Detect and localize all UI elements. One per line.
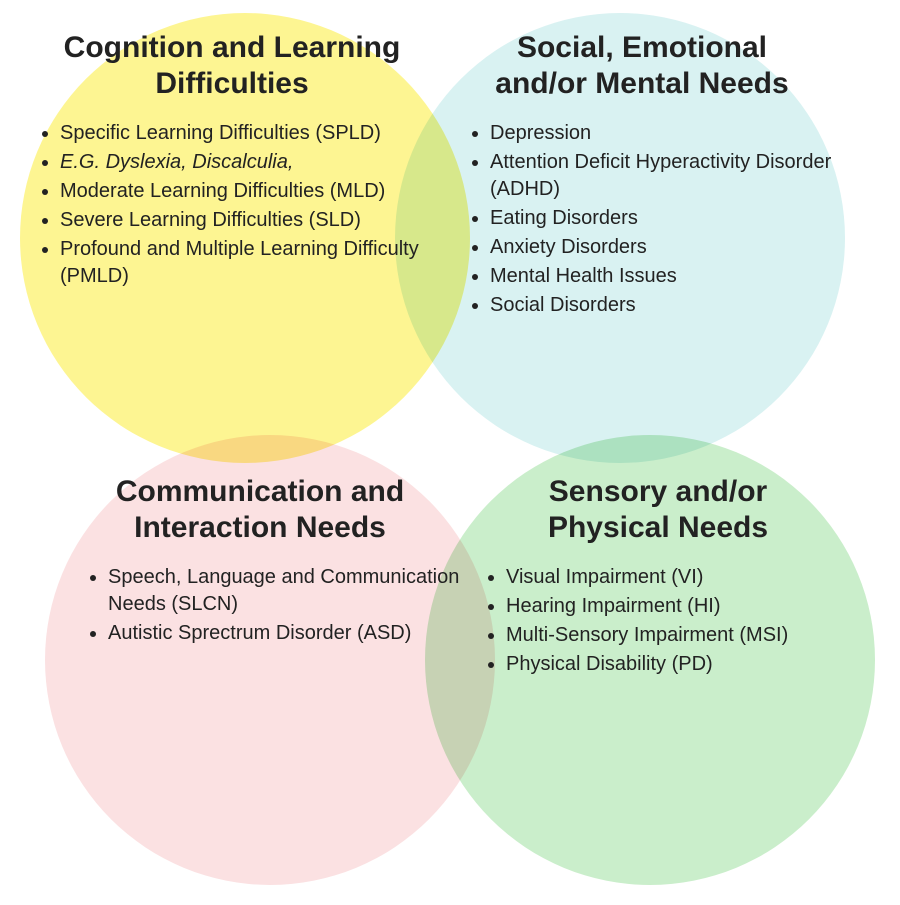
list-item: Specific Learning Difficulties (SPLD) xyxy=(60,120,442,147)
quadrant-communication: Communication and Interaction Needs Spee… xyxy=(80,474,460,649)
list-item: Hearing Impairment (HI) xyxy=(506,593,858,620)
list-item: Physical Disability (PD) xyxy=(506,651,858,678)
quadrant-list-social: DepressionAttention Deficit Hyperactivit… xyxy=(462,120,852,319)
list-item: Anxiety Disorders xyxy=(490,234,852,261)
list-item: Speech, Language and Communication Needs… xyxy=(108,564,460,618)
quadrant-sensory: Sensory and/or Physical Needs Visual Imp… xyxy=(478,474,858,680)
list-item: Depression xyxy=(490,120,852,147)
list-item: Autistic Sprectrum Disorder (ASD) xyxy=(108,620,460,647)
quadrant-list-communication: Speech, Language and Communication Needs… xyxy=(80,564,460,647)
list-item: Severe Learning Difficulties (SLD) xyxy=(60,207,442,234)
list-item: Social Disorders xyxy=(490,292,852,319)
list-item: Eating Disorders xyxy=(490,205,852,232)
list-item: Profound and Multiple Learning Difficult… xyxy=(60,236,442,290)
quadrant-list-cognition: Specific Learning Difficulties (SPLD)E.G… xyxy=(32,120,442,290)
quadrant-title-social: Social, Emotional and/or Mental Needs xyxy=(472,30,812,102)
list-item: E.G. Dyslexia, Discalculia, xyxy=(60,149,442,176)
list-item: Multi-Sensory Impairment (MSI) xyxy=(506,622,858,649)
list-item: Mental Health Issues xyxy=(490,263,852,290)
quadrant-title-sensory: Sensory and/or Physical Needs xyxy=(488,474,828,546)
quadrant-list-sensory: Visual Impairment (VI)Hearing Impairment… xyxy=(478,564,858,678)
quadrant-social: Social, Emotional and/or Mental Needs De… xyxy=(462,30,852,321)
list-item: Attention Deficit Hyperactivity Disorder… xyxy=(490,149,852,203)
quadrant-cognition: Cognition and Learning Difficulties Spec… xyxy=(32,30,442,292)
quadrant-title-cognition: Cognition and Learning Difficulties xyxy=(62,30,402,102)
venn-diagram: Cognition and Learning Difficulties Spec… xyxy=(0,0,900,905)
list-item: Visual Impairment (VI) xyxy=(506,564,858,591)
quadrant-title-communication: Communication and Interaction Needs xyxy=(100,474,420,546)
list-item: Moderate Learning Difficulties (MLD) xyxy=(60,178,442,205)
